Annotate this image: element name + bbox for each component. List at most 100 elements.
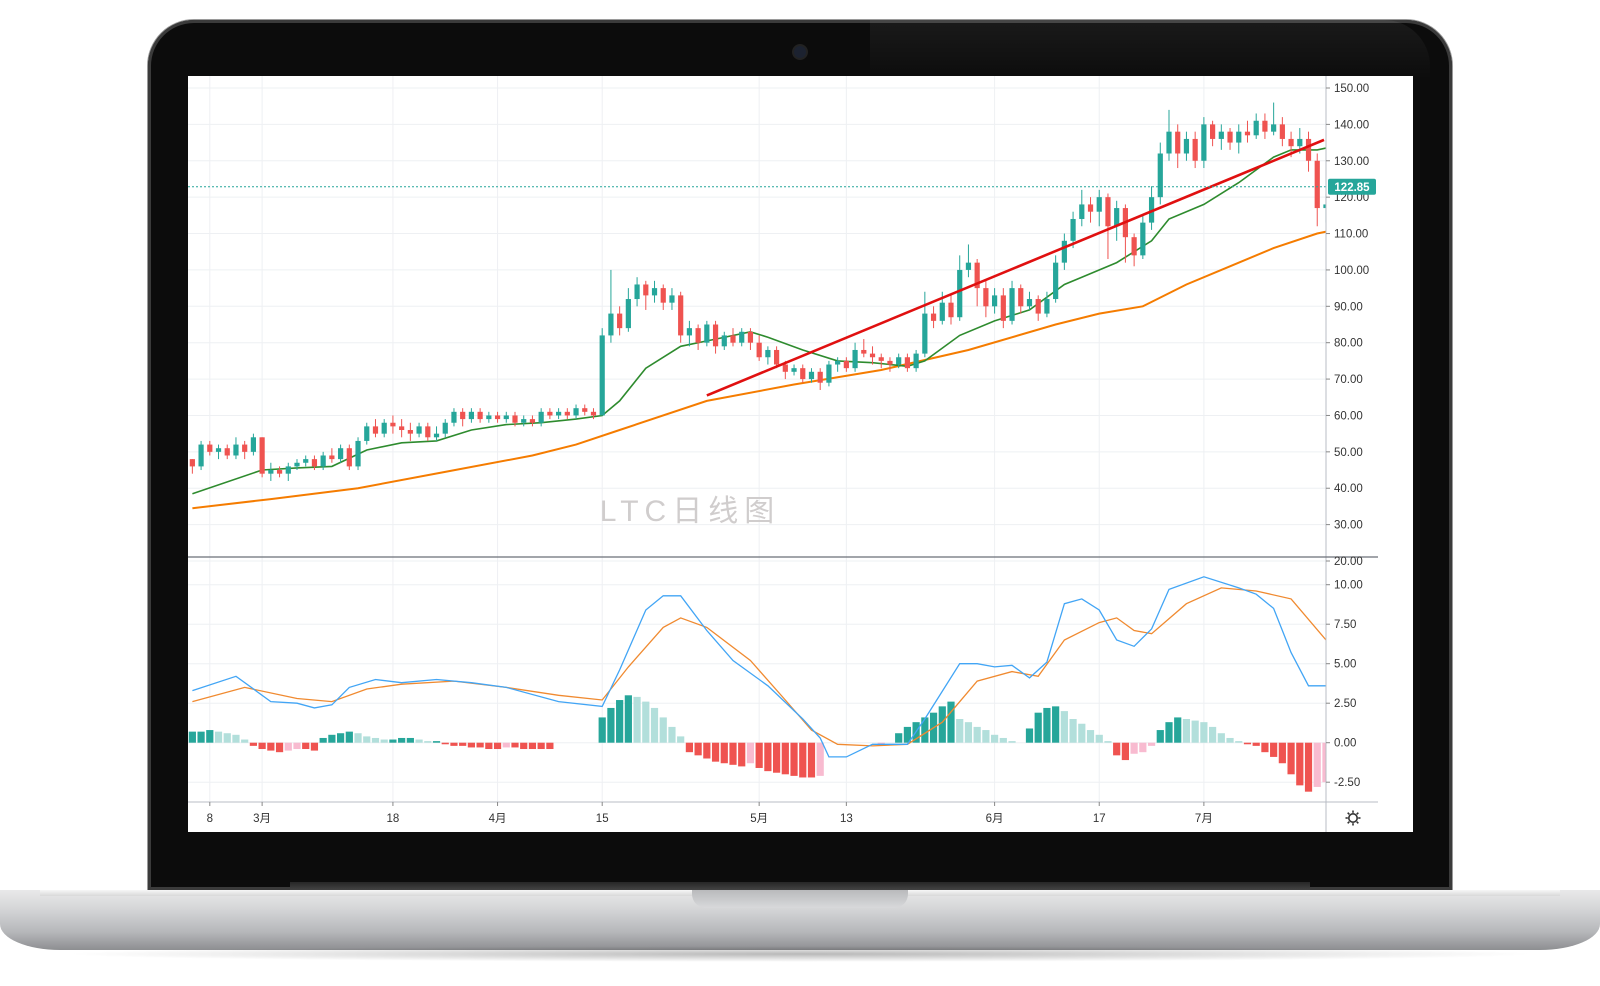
macd-histogram-bar <box>197 731 205 743</box>
candle-body <box>1288 138 1294 147</box>
candle-down <box>930 306 937 329</box>
settings-button[interactable] <box>1345 810 1361 826</box>
candle-body <box>521 419 527 423</box>
candle-up <box>913 349 919 372</box>
candle-down <box>712 320 719 354</box>
candle-body <box>747 331 754 343</box>
candle-body <box>826 364 832 383</box>
candle-body <box>1262 120 1268 132</box>
candle-body <box>1157 153 1163 198</box>
candle-body <box>1166 131 1172 154</box>
candlestick-chart[interactable]: LTC日线图 150.00140.00130.00120.00110.00100… <box>188 76 1413 832</box>
candle-body <box>660 288 666 303</box>
candle-body <box>1210 124 1216 139</box>
macd-histogram-bar <box>1200 722 1208 743</box>
candle-body <box>538 411 544 423</box>
candle-body <box>451 411 457 423</box>
macd-histogram-bar <box>1025 728 1034 743</box>
candle-down <box>564 408 570 420</box>
candle-up <box>852 342 858 372</box>
price-tick-label: 140.00 <box>1334 119 1369 131</box>
candle-down <box>224 444 230 460</box>
candle-up <box>268 462 274 481</box>
macd-histogram-bar <box>991 734 999 743</box>
price-tick-label: 50.00 <box>1334 447 1363 459</box>
candle-up <box>198 440 204 471</box>
candle-layer <box>189 102 1355 481</box>
candle-body <box>233 444 239 456</box>
macd-histogram-bar <box>214 731 223 743</box>
candle-body <box>861 349 867 354</box>
candle-down <box>329 448 335 463</box>
candle-body <box>651 288 658 296</box>
macd-histogram-bar <box>267 742 275 751</box>
candle-body <box>564 411 570 416</box>
candle-body <box>494 415 501 420</box>
candle-down <box>1262 113 1268 139</box>
candle-body <box>224 448 230 456</box>
candle-body <box>433 433 440 438</box>
macd-histogram-bar <box>1095 734 1103 743</box>
candle-down <box>477 408 483 423</box>
candle-body <box>582 408 588 412</box>
macd-histogram-bar <box>799 742 807 778</box>
candle-down <box>869 346 876 365</box>
macd-histogram-bar <box>450 742 458 746</box>
macd-tick-label: 10.00 <box>1334 580 1363 592</box>
candle-body <box>338 448 344 460</box>
candle-body <box>1044 299 1050 314</box>
candle-up <box>835 357 841 372</box>
price-tag: 122.85 <box>1328 178 1376 195</box>
candle-body <box>381 422 387 434</box>
candle-body <box>1314 160 1320 209</box>
candle-up <box>826 360 832 387</box>
candle-body <box>983 288 989 307</box>
laptop-notch <box>692 890 908 908</box>
macd-histogram-bar <box>354 733 362 743</box>
macd-histogram-bar <box>668 726 676 743</box>
macd-histogram-bar <box>424 741 432 743</box>
candle-body <box>1175 131 1181 154</box>
candle-down <box>399 419 405 438</box>
candle-body <box>1244 131 1251 136</box>
candle-down <box>774 346 780 369</box>
macd-tick-label: 7.50 <box>1334 619 1356 631</box>
macd-histogram-bar <box>1226 737 1234 743</box>
candle-body <box>556 411 562 416</box>
candle-body <box>529 419 536 423</box>
candle-body <box>399 426 405 431</box>
laptop-shadow <box>60 946 1540 962</box>
macd-histogram-bar <box>755 742 763 768</box>
candle-body <box>1131 237 1137 256</box>
candle-body <box>1087 204 1094 212</box>
macd-histogram-bar <box>694 742 702 756</box>
candle-down <box>512 411 518 427</box>
macd-histogram-bar <box>371 737 380 743</box>
macd-histogram-bar <box>1147 742 1156 746</box>
time-tick-label: 4月 <box>489 813 507 825</box>
candle-body <box>599 335 605 416</box>
macd-histogram-bar <box>982 730 990 743</box>
macd-histogram-bar <box>1034 712 1042 743</box>
candle-down <box>1131 233 1137 267</box>
macd-histogram-bar <box>511 742 519 748</box>
laptop-hinge <box>290 882 1310 892</box>
macd-histogram-bar <box>746 742 755 764</box>
candle-down <box>494 411 501 423</box>
candle-body <box>992 295 998 307</box>
candle-down <box>582 404 588 416</box>
candle-body <box>730 335 736 343</box>
candle-down <box>1035 295 1041 321</box>
candle-body <box>1192 138 1198 161</box>
candle-up <box>739 328 745 347</box>
candle-up <box>1044 291 1050 318</box>
candle-down <box>1314 153 1320 227</box>
candle-up <box>294 459 300 471</box>
candle-body <box>407 430 413 434</box>
macd-histogram-bar <box>493 742 502 750</box>
candle-up <box>1026 291 1033 310</box>
candle-up <box>992 288 998 314</box>
macd-histogram-bar <box>781 742 789 775</box>
macd-histogram-bar <box>650 707 659 743</box>
macd-histogram-bar <box>1156 730 1164 743</box>
